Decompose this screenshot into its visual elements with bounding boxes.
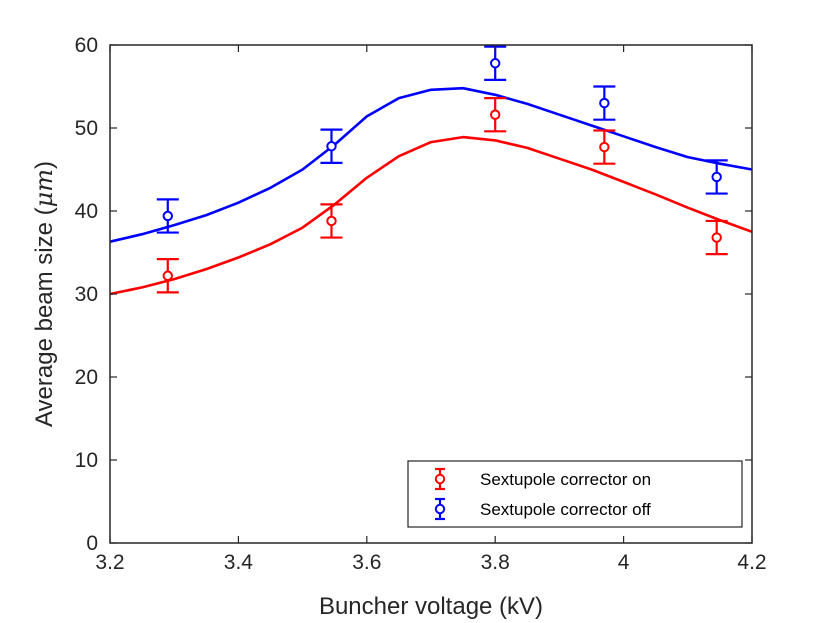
data-point-marker bbox=[326, 215, 337, 227]
data-point-marker bbox=[711, 171, 722, 183]
legend-box bbox=[407, 460, 743, 528]
data-point-series-2-4 bbox=[593, 85, 616, 121]
y-axis-title-unit: μm bbox=[30, 169, 58, 207]
y-axis-title-prefix: Average beam size ( bbox=[31, 207, 58, 427]
data-point-series-2-5 bbox=[705, 159, 728, 195]
data-point-series-1-2 bbox=[320, 203, 343, 239]
y-tick-label: 40 bbox=[75, 200, 98, 223]
data-point-series-2-1 bbox=[156, 198, 179, 234]
axis-ticks: 3.2 3.4 3.6 3.8 4 4.2 0 10 20 30 40 50 60 bbox=[75, 34, 767, 574]
data-point-marker bbox=[711, 232, 722, 243]
x-tick-label: 3.4 bbox=[224, 551, 254, 574]
data-point-series-1-3 bbox=[484, 97, 507, 133]
data-point-marker bbox=[599, 141, 610, 153]
x-tick-label: 3.2 bbox=[95, 551, 124, 574]
x-tick-label: 4.2 bbox=[737, 551, 766, 574]
x-tick-label: 4 bbox=[618, 551, 630, 574]
y-axis-title: Average beam size (μm) bbox=[30, 161, 58, 427]
data-point-series-2-2 bbox=[320, 128, 343, 164]
fit-line-series-1 bbox=[109, 135, 753, 296]
y-tick-label: 20 bbox=[75, 366, 98, 389]
data-point-marker bbox=[599, 97, 610, 109]
plot-area bbox=[110, 45, 752, 543]
y-tick-label: 50 bbox=[75, 117, 98, 140]
fit-lines bbox=[109, 86, 753, 296]
data-point-series-1-5 bbox=[705, 219, 728, 256]
y-axis-title-suffix: ) bbox=[31, 161, 58, 169]
legend: Sextupole corrector on Sextupole correcto… bbox=[407, 460, 743, 528]
data-point-marker bbox=[326, 141, 337, 152]
legend-label: Sextupole corrector off bbox=[480, 500, 651, 519]
y-tick-label: 60 bbox=[75, 34, 98, 57]
data-point-series-2-3 bbox=[484, 45, 507, 81]
data-point-marker bbox=[162, 210, 173, 222]
legend-label: Sextupole corrector on bbox=[480, 470, 651, 489]
data-point-series-1-1 bbox=[156, 258, 179, 294]
x-tick-label: 3.8 bbox=[481, 551, 510, 574]
data-point-marker bbox=[490, 58, 501, 69]
data-points bbox=[156, 45, 728, 294]
legend-item-series-2: Sextupole corrector off bbox=[434, 497, 651, 521]
legend-marker bbox=[434, 503, 446, 515]
y-tick-label: 0 bbox=[86, 532, 98, 555]
data-point-marker bbox=[162, 270, 173, 281]
y-tick-label: 30 bbox=[75, 283, 98, 306]
x-tick-label: 3.6 bbox=[352, 551, 381, 574]
legend-item-series-1: Sextupole corrector on bbox=[434, 467, 651, 491]
y-tick-label: 10 bbox=[75, 449, 98, 472]
data-point-series-1-4 bbox=[593, 129, 616, 165]
x-axis-title: Buncher voltage (kV) bbox=[319, 593, 543, 620]
fit-line-series-2 bbox=[109, 86, 753, 243]
legend-marker bbox=[434, 473, 446, 485]
data-point-marker bbox=[490, 109, 501, 120]
